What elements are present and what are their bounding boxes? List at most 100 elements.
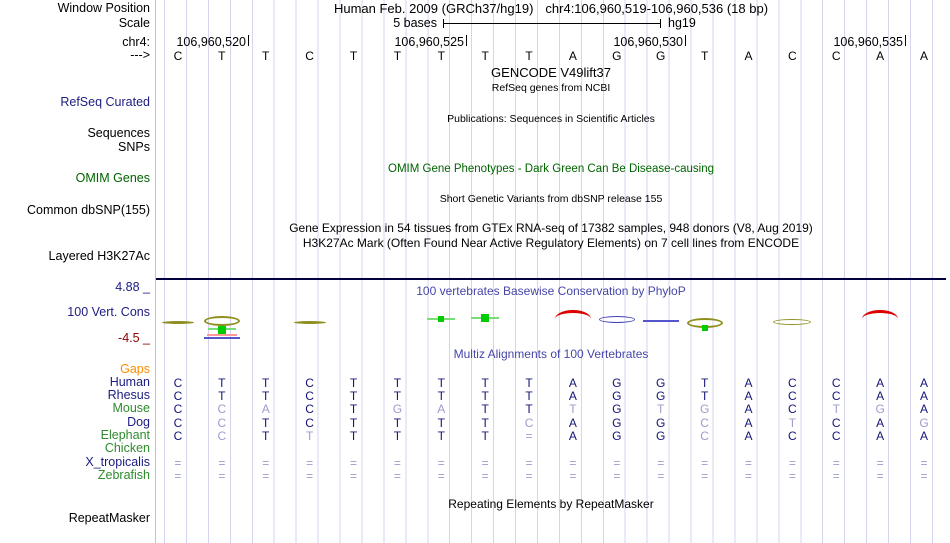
sequence-base: C (173, 49, 183, 63)
aligned-base-zebrafish: = (832, 469, 840, 483)
conservation-glyph-olive-ring-flat (773, 319, 812, 325)
aligned-base-mouse: G (699, 402, 710, 416)
multiz-row-label-human[interactable]: Human (109, 375, 150, 389)
aligned-base-x_tropicalis: = (306, 456, 314, 470)
aligned-base-zebrafish: = (481, 469, 489, 483)
ruler-tick (466, 35, 467, 46)
aligned-base-dog: G (656, 416, 666, 430)
multiz-row-label-x_tropicalis[interactable]: X_tropicalis (85, 455, 150, 469)
track-label-sequences[interactable]: Sequences (87, 126, 150, 140)
conservation-track-topline (156, 278, 946, 280)
base-gridlines (164, 0, 946, 543)
aligned-base-human: C (788, 376, 797, 390)
sequence-base: A (920, 49, 929, 63)
ruler-position-label: 106,960,520 (176, 35, 246, 49)
aligned-base-dog: T (349, 416, 358, 430)
ruler-tick (685, 35, 686, 46)
aligned-base-x_tropicalis: = (832, 456, 840, 470)
conservation-scale-max: 4.88 _ (115, 280, 150, 294)
sequence-base: T (437, 49, 445, 63)
aligned-base-human: G (656, 376, 666, 390)
conservation-glyph-red-arc (554, 310, 591, 319)
aligned-base-rhesus: T (262, 389, 270, 403)
multiz-row-label-mouse[interactable]: Mouse (112, 401, 150, 415)
aligned-base-human: C (305, 376, 314, 390)
conservation-glyph-blue-dash (642, 320, 679, 322)
aligned-base-mouse: A (744, 402, 753, 416)
window-position-title: Human Feb. 2009 (GRCh37/hg19) chr4:106,96… (156, 2, 946, 15)
aligned-base-human: C (173, 376, 183, 390)
aligned-base-elephant: G (656, 429, 666, 443)
aligned-base-zebrafish: = (876, 469, 884, 483)
publications-track-title[interactable]: Publications: Sequences in Scientific Ar… (447, 113, 655, 125)
sequence-base: A (568, 49, 577, 63)
aligned-base-x_tropicalis: = (744, 456, 753, 470)
multiz-row-label-elephant[interactable]: Elephant (100, 428, 150, 442)
conservation-scale-min: -4.5 _ (118, 331, 150, 345)
aligned-base-rhesus: A (568, 389, 577, 403)
gencode-track-title[interactable]: GENCODE V49lift37 (491, 65, 611, 80)
aligned-base-rhesus: A (876, 389, 885, 403)
track-label-layered-h3k27ac[interactable]: Layered H3K27Ac (48, 249, 150, 263)
aligned-base-rhesus: A (744, 389, 753, 403)
aligned-base-zebrafish: = (437, 469, 445, 483)
aligned-base-mouse: A (437, 402, 446, 416)
conservation-glyph-olive-dash (293, 321, 326, 324)
aligned-base-x_tropicalis: = (481, 456, 489, 470)
track-label-snps[interactable]: SNPs (118, 140, 150, 154)
conservation-glyph-pink-dash (206, 334, 237, 336)
aligned-base-human: T (349, 376, 358, 390)
aligned-base-human: T (525, 376, 533, 390)
h3k27ac-track-title[interactable]: H3K27Ac Mark (Often Found Near Active Re… (302, 236, 800, 250)
gencode-track-subtitle[interactable]: RefSeq genes from NCBI (491, 82, 611, 94)
ruler-tick (248, 35, 249, 46)
aligned-base-x_tropicalis: = (262, 456, 270, 470)
omim-track-title[interactable]: OMIM Gene Phenotypes - Dark Green Can Be… (388, 163, 714, 175)
aligned-base-mouse: T (832, 402, 840, 416)
aligned-base-rhesus: C (173, 389, 183, 403)
gtex-track-title[interactable]: Gene Expression in 54 tissues from GTEx … (289, 221, 813, 235)
aligned-base-zebrafish: = (393, 469, 401, 483)
aligned-base-zebrafish: = (701, 469, 709, 483)
sequence-base: G (656, 49, 666, 63)
aligned-base-zebrafish: = (349, 469, 358, 483)
aligned-base-elephant: T (437, 429, 445, 443)
aligned-base-zebrafish: = (744, 469, 753, 483)
assembly-tag: hg19 (668, 16, 696, 30)
aligned-base-zebrafish: = (306, 469, 314, 483)
aligned-base-elephant: T (393, 429, 402, 443)
track-label-refseq-curated[interactable]: RefSeq Curated (60, 95, 150, 109)
multiz-row-label-dog[interactable]: Dog (127, 415, 150, 429)
phylop-track-title[interactable]: 100 vertebrates Basewise Conservation by… (416, 284, 686, 298)
track-label-repeatmasker[interactable]: RepeatMasker (68, 511, 150, 525)
assembly-title: Human Feb. 2009 (GRCh37/hg19) (333, 1, 534, 16)
aligned-base-mouse: A (261, 402, 270, 416)
multiz-row-label-rhesus[interactable]: Rhesus (107, 388, 150, 402)
multiz-track-title[interactable]: Multiz Alignments of 100 Vertebrates (453, 347, 649, 361)
aligned-base-rhesus: C (831, 389, 841, 403)
track-label-omim-genes[interactable]: OMIM Genes (75, 171, 150, 185)
aligned-base-mouse: G (392, 402, 403, 416)
multiz-row-label-gaps[interactable]: Gaps (120, 362, 150, 376)
aligned-base-x_tropicalis: = (920, 456, 928, 470)
aligned-base-rhesus: C (788, 389, 797, 403)
sequence-base: C (305, 49, 314, 63)
strand-arrow[interactable]: ---> (130, 48, 150, 62)
aligned-base-rhesus: G (656, 389, 666, 403)
aligned-base-mouse: C (173, 402, 183, 416)
track-label-100-vert-cons[interactable]: 100 Vert. Cons (67, 305, 150, 319)
aligned-base-zebrafish: = (174, 469, 182, 483)
multiz-row-label-zebrafish[interactable]: Zebrafish (97, 468, 150, 482)
repeatmasker-track-title[interactable]: Repeating Elements by RepeatMasker (448, 497, 654, 511)
aligned-base-mouse: G (875, 402, 885, 416)
multiz-row-label-chicken[interactable]: Chicken (104, 441, 150, 455)
dbsnp-track-title[interactable]: Short Genetic Variants from dbSNP releas… (439, 193, 663, 205)
aligned-base-rhesus: A (920, 389, 929, 403)
aligned-base-dog: A (876, 416, 885, 430)
aligned-base-zebrafish: = (569, 469, 577, 483)
track-label-common-dbsnp[interactable]: Common dbSNP(155) (27, 203, 150, 217)
aligned-base-rhesus: T (700, 389, 709, 403)
aligned-base-human: G (612, 376, 622, 390)
aligned-base-elephant: G (612, 429, 622, 443)
